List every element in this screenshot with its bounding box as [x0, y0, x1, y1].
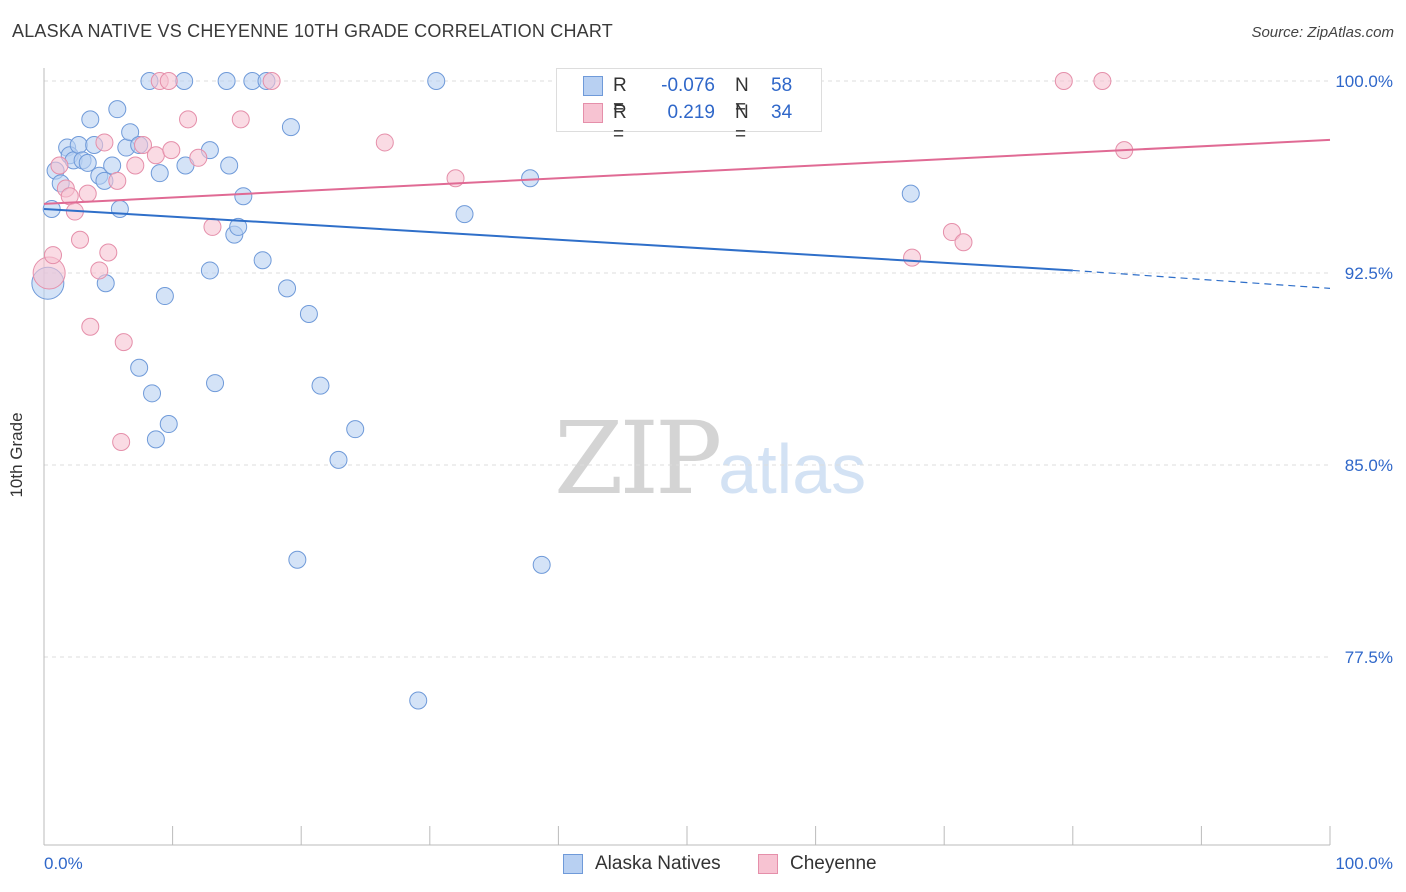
legend-r-label: R =: [613, 102, 627, 145]
source-credit: Source: ZipAtlas.com: [1251, 24, 1394, 41]
point-cheyenne-14: [114, 333, 133, 352]
x-tick-label-1: 100.0%: [1335, 854, 1393, 873]
point-cheyenne-31: [1054, 72, 1073, 90]
point-cheyenne-12: [108, 171, 127, 190]
point-cheyenne-9: [90, 261, 109, 280]
point-alaska-37: [234, 187, 253, 206]
legend-label-cheyenne: Cheyenne: [790, 853, 877, 874]
chart-title: ALASKA NATIVE VS CHEYENNE 10TH GRADE COR…: [12, 21, 613, 41]
point-alaska-56: [901, 184, 920, 203]
legend-r-label: R =: [613, 75, 627, 118]
point-alaska-34: [220, 156, 239, 175]
trendline-alaska: [43, 208, 1073, 272]
point-cheyenne-2: [50, 156, 69, 175]
point-alaska-49: [427, 72, 446, 90]
point-alaska-41: [278, 279, 297, 298]
y-tick-label-1: 92.5%: [1345, 264, 1393, 283]
legend-swatch-alaska: [583, 76, 603, 96]
point-alaska-25: [150, 164, 169, 183]
point-cheyenne-16: [134, 136, 153, 154]
point-cheyenne-28: [903, 248, 922, 267]
trendline-cheyenne: [43, 138, 1331, 205]
y-tick-label-0: 100.0%: [1335, 72, 1393, 91]
legend-n-value-cheyenne: 34: [771, 102, 793, 123]
point-alaska-36: [229, 217, 248, 236]
point-alaska-30: [200, 261, 219, 280]
x-tick-label-0: 0.0%: [44, 854, 83, 873]
legend-r-value-alaska: -0.076: [661, 75, 715, 96]
trendline-alaska-extension: [1072, 269, 1331, 289]
legend-n-label: N =: [735, 75, 749, 118]
point-alaska-26: [155, 287, 174, 306]
point-cheyenne-22: [189, 148, 208, 167]
point-alaska-28: [175, 72, 194, 90]
point-cheyenne-21: [179, 110, 198, 129]
point-alaska-16: [108, 100, 127, 119]
legend-swatch-cheyenne: [758, 854, 778, 874]
point-cheyenne-15: [126, 156, 145, 175]
point-alaska-45: [311, 376, 330, 395]
point-cheyenne-13: [112, 432, 131, 451]
legend-swatch-alaska: [563, 854, 583, 874]
point-alaska-23: [143, 384, 162, 403]
point-cheyenne-29: [942, 223, 961, 242]
point-cheyenne-1: [44, 246, 63, 265]
legend-n-label: N =: [735, 102, 749, 145]
point-cheyenne-24: [231, 110, 250, 129]
point-cheyenne-11: [99, 243, 118, 262]
point-cheyenne-19: [159, 72, 178, 90]
point-cheyenne-25: [262, 72, 281, 90]
point-alaska-7: [69, 136, 88, 154]
point-alaska-52: [532, 555, 551, 574]
y-tick-label-3: 77.5%: [1345, 648, 1393, 667]
point-cheyenne-30: [954, 233, 973, 252]
point-alaska-21: [130, 358, 149, 377]
point-alaska-51: [521, 169, 540, 188]
point-alaska-19: [121, 123, 140, 142]
point-alaska-24: [146, 430, 165, 449]
point-cheyenne-20: [162, 141, 181, 160]
point-alaska-10: [81, 110, 100, 129]
point-alaska-33: [217, 72, 236, 90]
point-alaska-42: [281, 118, 300, 137]
point-cheyenne-32: [1093, 72, 1112, 90]
series-legend: Alaska Natives Cheyenne: [0, 852, 1406, 878]
stats-legend: R = -0.076 N = 58 R = 0.219 N = 34: [556, 68, 822, 145]
point-cheyenne-23: [203, 217, 222, 236]
legend-n-value-alaska: 58: [771, 75, 793, 96]
point-alaska-40: [253, 251, 272, 270]
point-cheyenne-7: [78, 184, 97, 203]
point-cheyenne-17: [146, 146, 165, 165]
legend-label-alaska: Alaska Natives: [595, 853, 721, 874]
point-alaska-43: [288, 550, 307, 569]
point-alaska-48: [409, 691, 428, 710]
legend-r-value-cheyenne: 0.219: [667, 102, 715, 123]
point-cheyenne-26: [375, 133, 394, 152]
point-alaska-46: [329, 450, 348, 469]
point-cheyenne-6: [71, 230, 90, 249]
legend-swatch-cheyenne: [583, 103, 603, 123]
y-tick-label-2: 85.0%: [1345, 456, 1393, 475]
point-cheyenne-8: [81, 317, 100, 336]
point-alaska-32: [206, 374, 225, 393]
point-alaska-50: [455, 205, 474, 224]
point-alaska-9: [78, 153, 97, 172]
point-cheyenne-10: [95, 133, 114, 152]
point-alaska-27: [159, 415, 178, 434]
point-alaska-47: [346, 420, 365, 439]
point-alaska-44: [299, 304, 318, 323]
point-alaska-17: [110, 200, 129, 218]
point-alaska-15: [103, 156, 122, 175]
